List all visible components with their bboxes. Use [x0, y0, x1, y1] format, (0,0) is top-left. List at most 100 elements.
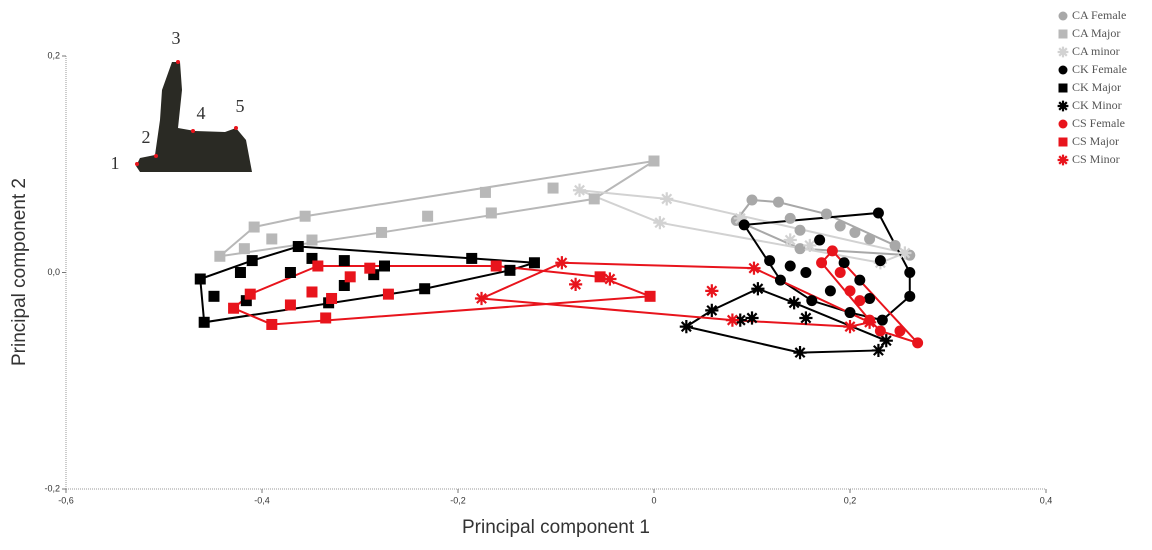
landmark — [234, 126, 238, 130]
point — [266, 318, 278, 330]
point — [306, 252, 318, 264]
point — [738, 219, 750, 231]
hull — [579, 189, 909, 264]
point — [912, 337, 924, 349]
point — [764, 255, 776, 267]
legend-marker — [1057, 154, 1069, 166]
point — [904, 290, 916, 302]
point — [555, 256, 569, 270]
point — [843, 320, 857, 334]
point — [266, 233, 278, 245]
point — [569, 277, 583, 292]
point — [794, 224, 806, 236]
legend-marker — [1058, 83, 1068, 93]
hull — [683, 287, 888, 354]
point — [854, 295, 866, 307]
point — [872, 207, 884, 219]
x-tick-label: 0 — [651, 495, 656, 505]
legend-label: CK Major — [1072, 80, 1121, 94]
point — [725, 313, 739, 327]
bone-shape — [136, 62, 252, 172]
landmark — [135, 162, 139, 166]
point — [588, 193, 600, 205]
point — [854, 274, 866, 286]
point — [284, 299, 296, 311]
point — [653, 216, 667, 230]
point — [246, 255, 258, 267]
point — [793, 346, 807, 360]
landmark — [176, 60, 180, 64]
legend-marker — [1057, 46, 1069, 58]
point — [474, 291, 489, 306]
x-tick-label: -0,4 — [254, 495, 270, 505]
point — [844, 285, 856, 297]
point — [466, 252, 478, 264]
point — [874, 255, 886, 267]
legend-marker — [1058, 119, 1068, 129]
landmark-label: 5 — [236, 96, 245, 116]
point — [292, 241, 304, 253]
point — [799, 311, 813, 325]
legend-label: CA Female — [1072, 8, 1126, 22]
legend-marker — [1057, 100, 1069, 112]
landmark-label: 3 — [172, 28, 181, 48]
landmark-label: 2 — [142, 127, 151, 147]
point — [572, 183, 587, 197]
point — [490, 260, 502, 272]
point — [733, 211, 747, 225]
point — [603, 272, 617, 286]
legend-label: CA minor — [1072, 44, 1120, 58]
point — [826, 245, 838, 257]
inset-bone: 1 2 3 4 5 — [111, 28, 252, 173]
landmark — [154, 154, 158, 158]
point — [660, 192, 674, 206]
point — [344, 271, 356, 283]
point — [214, 250, 226, 262]
x-tick-label: 0,2 — [844, 495, 857, 505]
y-tick-label: -0,2 — [44, 483, 60, 493]
point — [816, 257, 828, 269]
point — [382, 288, 394, 300]
point — [904, 267, 916, 278]
point — [208, 290, 220, 302]
point — [806, 295, 818, 307]
point — [774, 274, 786, 286]
point — [894, 325, 906, 337]
point — [485, 207, 497, 219]
point — [234, 267, 246, 278]
point — [838, 257, 850, 269]
legend-marker — [1058, 65, 1068, 75]
point — [784, 260, 796, 272]
point — [803, 238, 817, 253]
point — [528, 257, 540, 269]
point — [784, 212, 796, 224]
point — [368, 269, 380, 281]
point — [889, 239, 901, 251]
point — [844, 307, 856, 319]
point — [834, 220, 846, 232]
point — [479, 186, 491, 198]
point — [794, 243, 806, 255]
point — [594, 271, 606, 283]
legend-label: CS Female — [1072, 116, 1125, 130]
point — [863, 315, 877, 329]
point — [820, 208, 832, 220]
legend-marker — [1058, 137, 1068, 147]
x-tick-label: 0,4 — [1040, 495, 1053, 505]
point — [879, 334, 893, 348]
point — [747, 261, 761, 275]
point — [824, 285, 836, 297]
legend-label: CS Minor — [1072, 152, 1120, 166]
point — [705, 303, 719, 317]
point — [376, 226, 388, 238]
point — [648, 155, 660, 167]
point — [312, 260, 324, 272]
point — [898, 246, 912, 260]
point — [284, 267, 296, 278]
legend-marker — [1058, 11, 1068, 21]
point — [874, 325, 886, 337]
point — [733, 313, 747, 327]
point — [238, 243, 250, 255]
